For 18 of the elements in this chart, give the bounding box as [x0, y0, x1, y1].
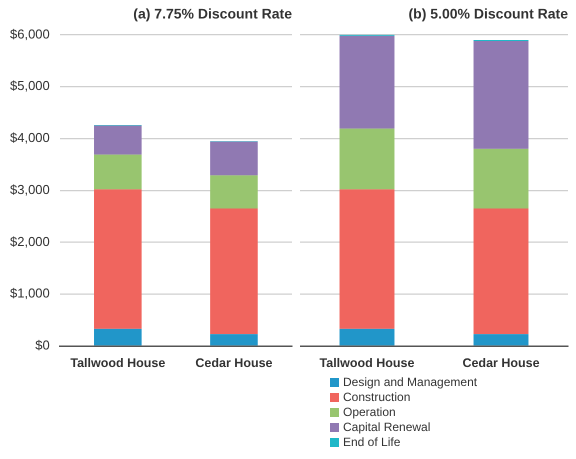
chart-title: (b) 5.00% Discount Rate: [408, 5, 568, 22]
y-tick-label: $0: [35, 338, 50, 353]
x-tick-label: Cedar House: [195, 356, 273, 370]
x-tick-label: Tallwood House: [320, 356, 414, 370]
y-tick-label: $4,000: [10, 130, 50, 146]
legend-label: Construction: [343, 390, 410, 405]
legend-label: Design and Management: [343, 375, 478, 390]
legend-label: End of Life: [343, 435, 400, 450]
x-tick-label: Cedar House: [462, 356, 540, 370]
x-tick-label: Tallwood House: [70, 356, 166, 370]
legend-label: Capital Renewal: [343, 420, 430, 435]
y-tick-label: $1,000: [10, 286, 50, 301]
chart-title: (a) 7.75% Discount Rate: [133, 5, 292, 22]
y-tick-label: $5,000: [10, 78, 50, 94]
y-tick-label: $3,000: [10, 182, 50, 197]
legend-label: Operation: [343, 405, 396, 420]
y-tick-label: $2,000: [10, 234, 50, 249]
y-tick-label: $6,000: [10, 26, 50, 42]
